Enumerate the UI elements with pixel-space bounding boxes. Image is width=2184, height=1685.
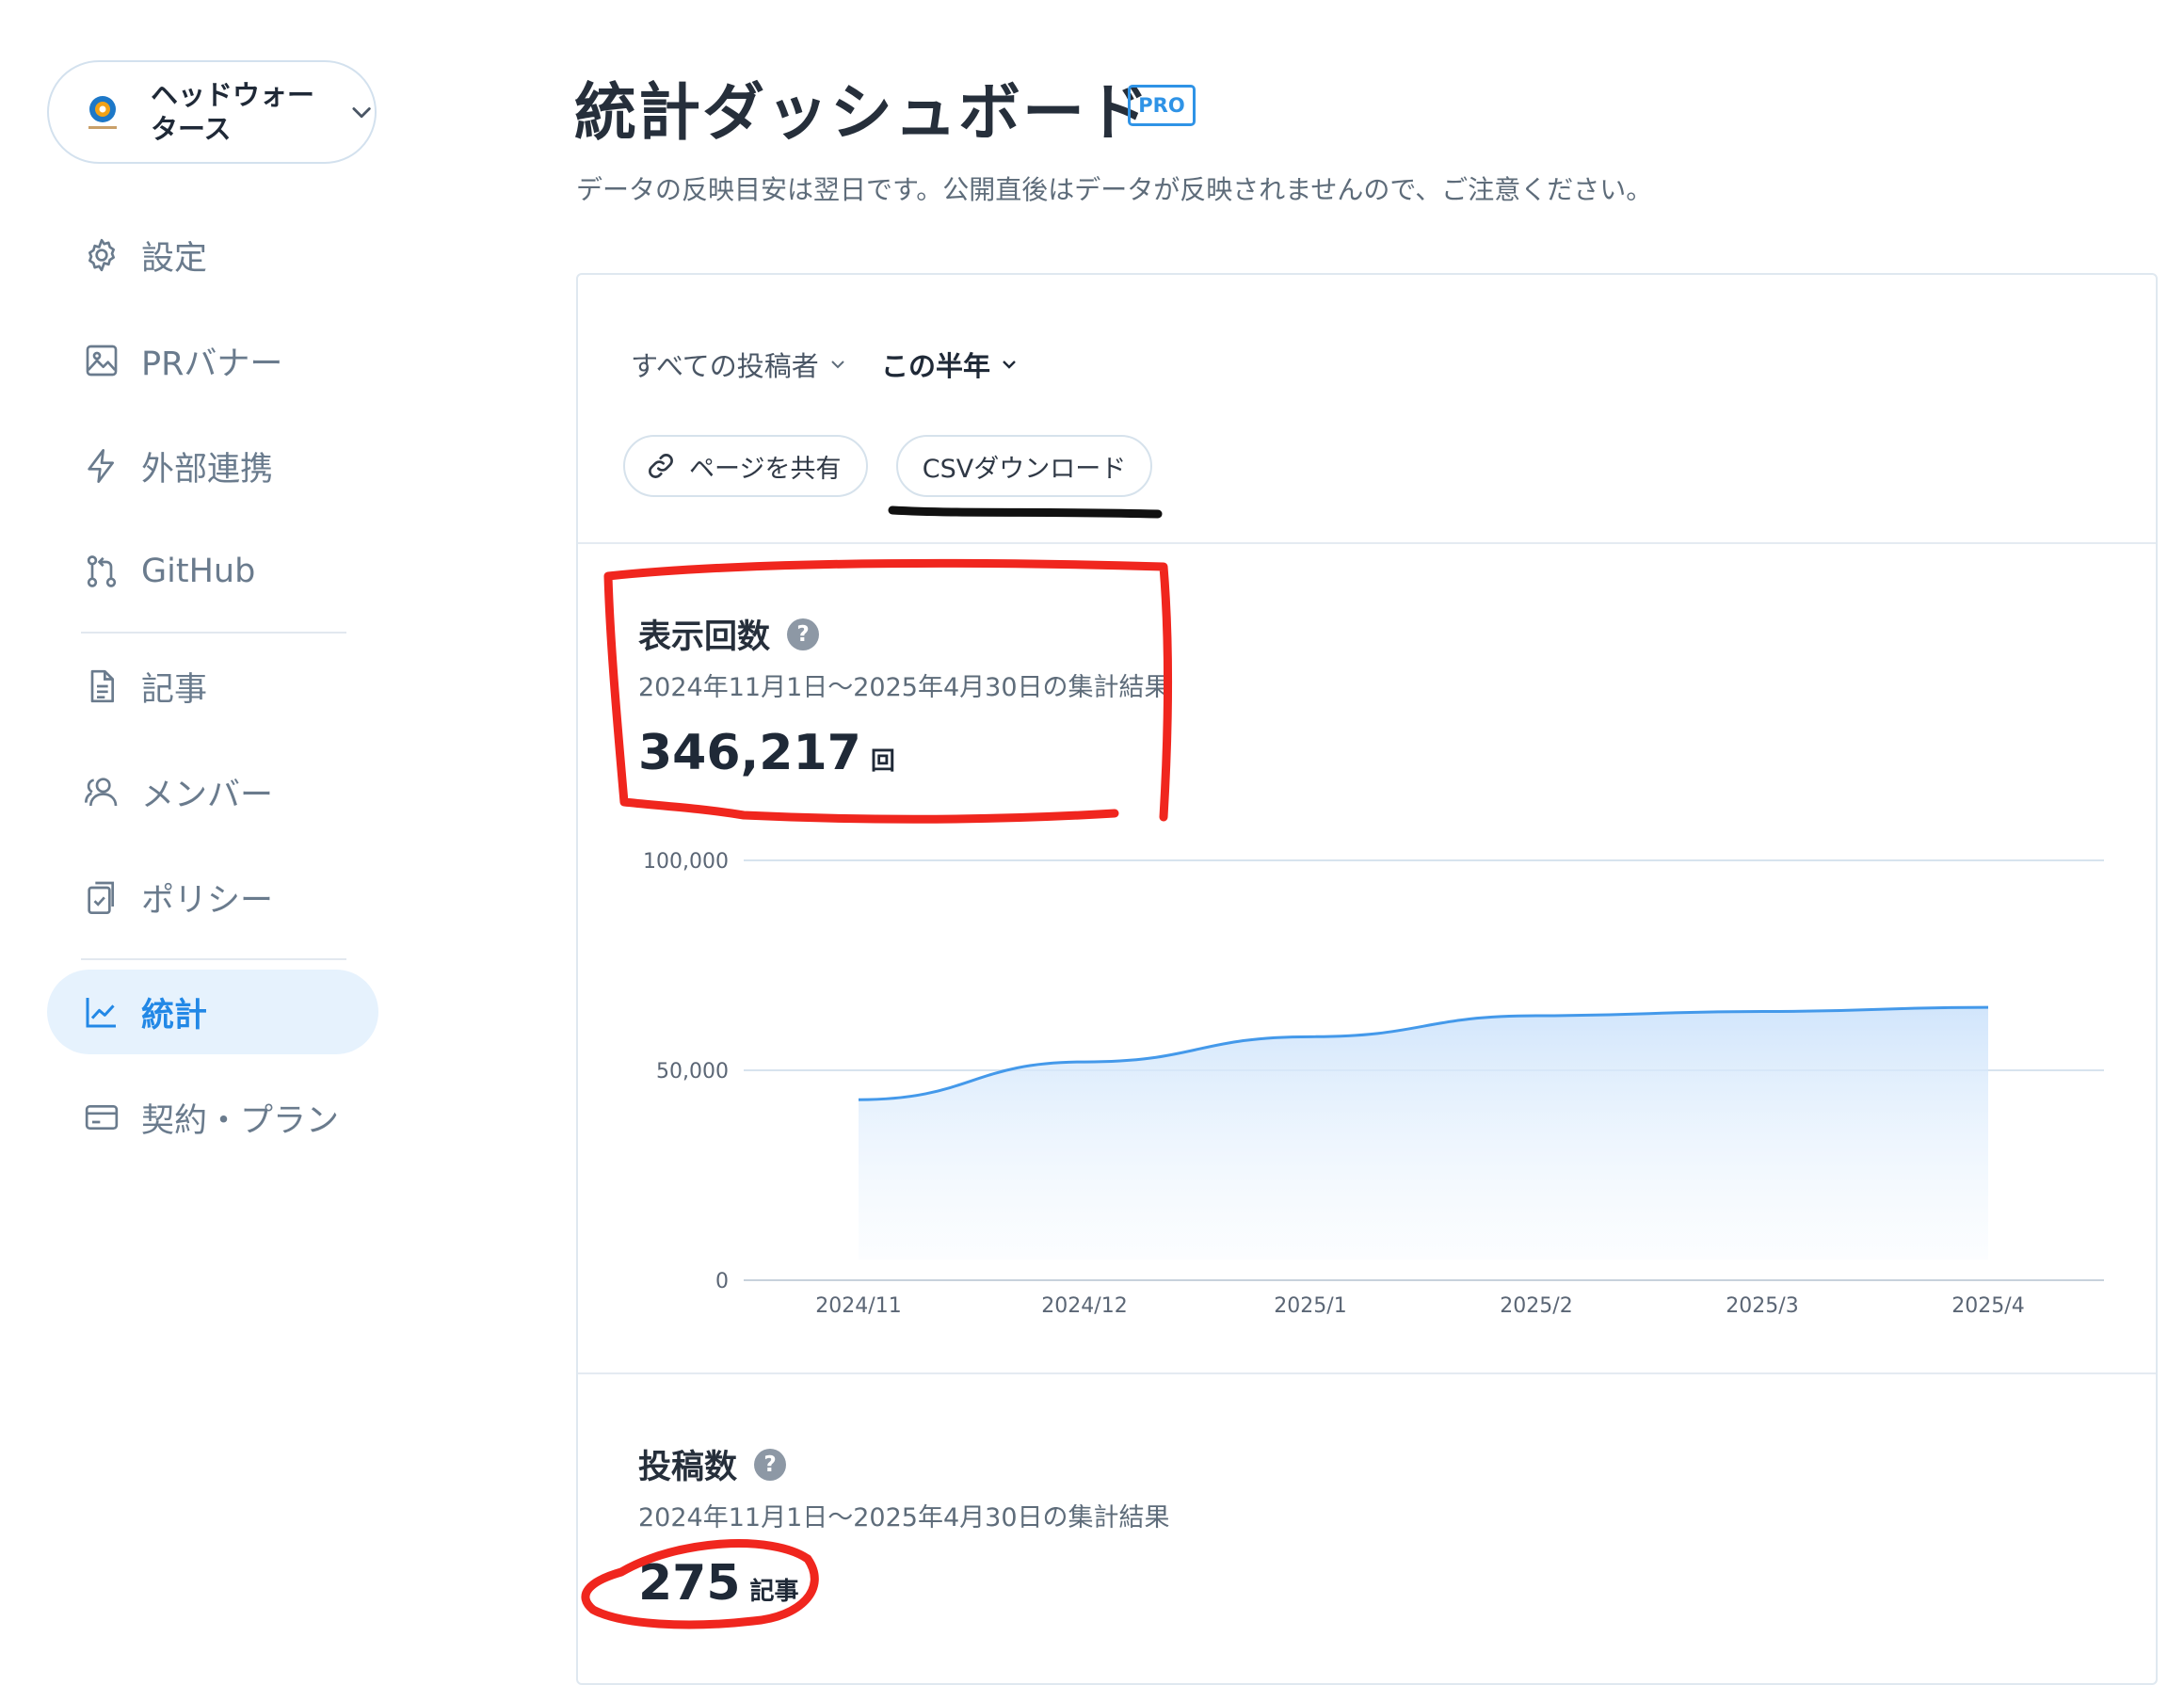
period-filter[interactable]: この半年 xyxy=(881,345,1020,384)
author-filter-label: すべての投稿者 xyxy=(631,345,819,384)
credit-card-icon xyxy=(83,1099,120,1136)
sidebar-divider xyxy=(81,632,346,634)
sidebar-item-label: GitHub xyxy=(141,553,255,590)
card-divider xyxy=(578,542,2156,544)
x-tick-label: 2025/2 xyxy=(1500,1294,1572,1318)
views-section-title: 表示回数 ? xyxy=(638,610,819,658)
chevron-down-icon xyxy=(998,353,1020,376)
y-tick-label: 100,000 xyxy=(643,850,729,874)
views-total-unit: 回 xyxy=(871,747,895,776)
sidebar-item-label: 統計 xyxy=(141,988,207,1036)
posts-total-unit: 記事 xyxy=(750,1578,799,1606)
chevron-down-icon xyxy=(827,353,849,376)
sidebar-item-pr-banner[interactable]: PRバナー xyxy=(47,318,378,403)
sidebar-item-label: 記事 xyxy=(141,663,207,711)
sidebar-item-label: 外部連携 xyxy=(141,442,273,490)
clipboard-check-icon xyxy=(83,878,120,916)
sidebar-item-label: 契約・プラン xyxy=(141,1094,339,1142)
sidebar-item-integrations[interactable]: 外部連携 xyxy=(47,424,378,508)
data-notice: データの反映目安は翌日です。公開直後はデータが反映されませんので、ご注意ください… xyxy=(576,169,1652,207)
x-tick-label: 2025/3 xyxy=(1726,1294,1798,1318)
card-divider xyxy=(578,1372,2156,1374)
page-title: 統計ダッシュボード xyxy=(574,62,1150,152)
x-tick-label: 2024/11 xyxy=(815,1294,901,1318)
org-name-line2: タース xyxy=(151,112,328,146)
sidebar-item-members[interactable]: メンバー xyxy=(47,749,378,834)
posts-period: 2024年11月1日〜2025年4月30日の集計結果 xyxy=(638,1497,1170,1533)
y-tick-label: 0 xyxy=(715,1270,729,1293)
org-name: ヘッドウォー タース xyxy=(151,78,328,146)
gear-icon xyxy=(83,236,120,274)
sidebar-item-policy[interactable]: ポリシー xyxy=(47,855,378,939)
sidebar-item-label: メンバー xyxy=(141,768,273,816)
period-filter-label: この半年 xyxy=(881,345,990,384)
sidebar-item-stats[interactable]: 統計 xyxy=(47,970,378,1054)
chevron-down-icon xyxy=(348,98,375,126)
help-icon[interactable]: ? xyxy=(787,618,819,650)
posts-section-title: 投稿数 ? xyxy=(638,1440,786,1488)
views-total: 346,217 回 xyxy=(638,725,895,781)
sidebar-item-plan[interactable]: 契約・プラン xyxy=(47,1075,378,1160)
link-icon xyxy=(646,451,676,481)
sidebar-item-github[interactable]: GitHub xyxy=(47,529,378,614)
views-chart: 0 50,000 100,000 2024/11 2024/12 2025/1 2025/2… xyxy=(602,828,2109,1318)
x-tick-label: 2025/1 xyxy=(1274,1294,1346,1318)
views-area xyxy=(859,1007,1988,1260)
share-page-label: ページを共有 xyxy=(689,448,841,485)
posts-title: 投稿数 xyxy=(638,1440,737,1488)
views-total-value: 346,217 xyxy=(638,725,861,781)
author-filter[interactable]: すべての投稿者 xyxy=(631,345,849,384)
posts-total: 275 記事 xyxy=(638,1555,799,1612)
sidebar-divider xyxy=(81,958,346,960)
lightning-icon xyxy=(83,447,120,485)
git-branch-icon xyxy=(83,553,120,590)
pro-badge: PRO xyxy=(1128,85,1196,126)
posts-total-value: 275 xyxy=(638,1555,741,1612)
sidebar-item-label: PRバナー xyxy=(141,337,282,385)
views-period: 2024年11月1日〜2025年4月30日の集計結果 xyxy=(638,666,1170,703)
document-icon xyxy=(83,667,120,705)
csv-download-button[interactable]: CSVダウンロード xyxy=(896,435,1152,497)
share-page-button[interactable]: ページを共有 xyxy=(623,435,868,497)
sidebar-item-articles[interactable]: 記事 xyxy=(47,644,378,729)
sidebar-item-label: ポリシー xyxy=(141,874,273,922)
line-chart-icon xyxy=(83,993,120,1031)
x-tick-label: 2025/4 xyxy=(1951,1294,2024,1318)
views-title: 表示回数 xyxy=(638,610,770,658)
headwaters-logo-icon xyxy=(83,92,122,132)
x-tick-label: 2024/12 xyxy=(1041,1294,1127,1318)
sidebar-item-settings[interactable]: 設定 xyxy=(47,213,378,297)
org-switcher[interactable]: ヘッドウォー タース xyxy=(47,60,377,164)
users-icon xyxy=(83,773,120,810)
sidebar-item-label: 設定 xyxy=(141,232,207,280)
help-icon[interactable]: ? xyxy=(754,1449,786,1481)
csv-download-label: CSVダウンロード xyxy=(923,448,1126,485)
image-icon xyxy=(83,342,120,379)
y-tick-label: 50,000 xyxy=(656,1060,729,1083)
org-name-line1: ヘッドウォー xyxy=(151,78,328,112)
